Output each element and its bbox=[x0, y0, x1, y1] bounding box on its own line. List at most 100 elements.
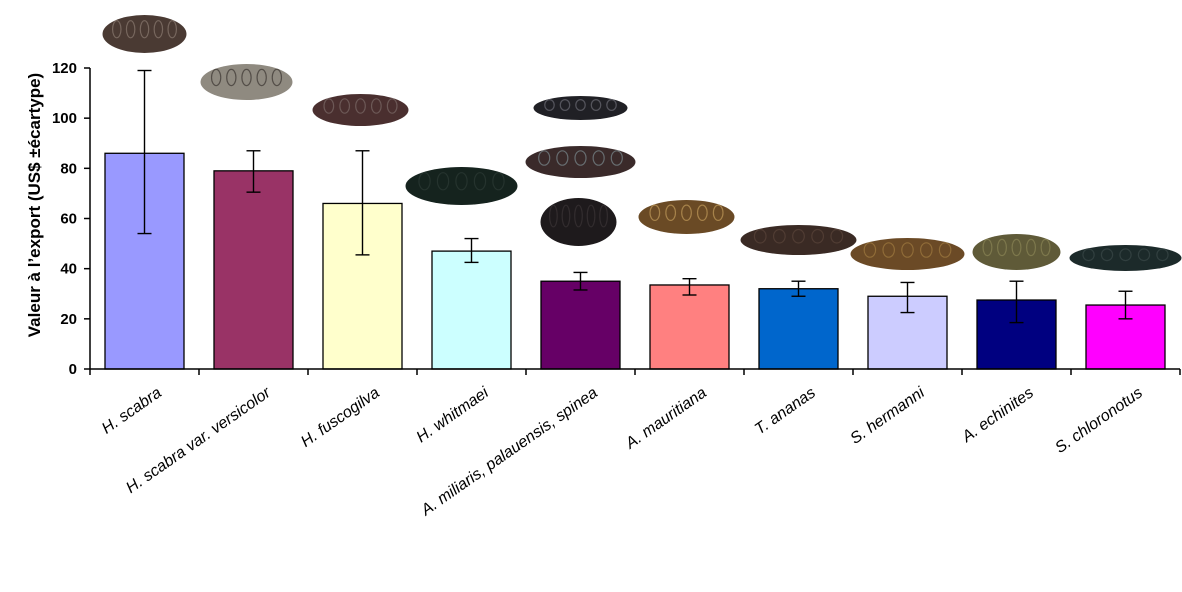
sea-cucumber-texture bbox=[792, 228, 805, 244]
bar bbox=[431, 250, 512, 370]
sea-cucumber-texture bbox=[139, 20, 150, 39]
sea-cucumber-texture bbox=[355, 98, 366, 114]
sea-cucumber-texture bbox=[386, 98, 398, 114]
x-category-label: H. whitmaei bbox=[414, 384, 493, 446]
sea-cucumber-texture bbox=[226, 68, 237, 87]
sea-cucumber-texture bbox=[753, 228, 767, 244]
sea-cucumber-photo bbox=[200, 64, 293, 100]
sea-cucumber-texture bbox=[1137, 248, 1151, 262]
x-category-label: T. ananas bbox=[752, 384, 819, 438]
sea-cucumber-texture bbox=[882, 242, 895, 258]
sea-cucumber-texture bbox=[436, 172, 450, 191]
sea-cucumber-texture bbox=[549, 204, 558, 228]
sea-cucumber-texture bbox=[599, 204, 608, 228]
sea-cucumber-texture bbox=[241, 68, 252, 87]
x-category-label: S. hermanni bbox=[847, 384, 928, 448]
sea-cucumber-texture bbox=[167, 20, 178, 39]
sea-cucumber-photo bbox=[1069, 245, 1182, 271]
sea-cucumber-photo bbox=[525, 146, 636, 178]
sea-cucumber-texture bbox=[649, 204, 661, 222]
sea-cucumber-texture bbox=[544, 98, 555, 111]
sea-cucumber-photo bbox=[850, 238, 965, 270]
x-category-label: S. chloronotus bbox=[1052, 384, 1146, 457]
y-tick-labels: 0 20 40 60 80 100 120 bbox=[52, 60, 77, 378]
sea-cucumber-texture bbox=[592, 150, 605, 166]
sea-cucumber-photo bbox=[740, 225, 857, 255]
bars bbox=[104, 152, 1166, 370]
sea-cucumber-texture bbox=[210, 68, 222, 87]
sea-cucumber-texture bbox=[574, 150, 587, 166]
sea-cucumber-illustrations bbox=[102, 15, 1182, 271]
x-category-label: A. mauritiana bbox=[622, 384, 710, 453]
sea-cucumber-texture bbox=[681, 204, 692, 222]
sea-cucumber-texture bbox=[271, 68, 283, 87]
sea-cucumber-texture bbox=[665, 204, 677, 222]
sea-cucumber-texture bbox=[1026, 238, 1037, 257]
sea-cucumber-texture bbox=[606, 98, 617, 111]
sea-cucumber-photo bbox=[102, 15, 187, 53]
sea-cucumber-texture bbox=[574, 204, 583, 228]
sea-cucumber-texture bbox=[938, 242, 952, 258]
y-tick-label: 80 bbox=[60, 160, 77, 177]
sea-cucumber-texture bbox=[575, 98, 586, 111]
sea-cucumber-photo bbox=[405, 167, 518, 205]
x-category-label: H. scabra bbox=[99, 384, 165, 437]
bar bbox=[649, 284, 730, 370]
error-bars bbox=[137, 69, 1133, 324]
sea-cucumber-texture bbox=[1082, 248, 1095, 262]
sea-cucumber-photo bbox=[540, 198, 617, 246]
sea-cucumber-texture bbox=[901, 242, 914, 258]
y-tick-label: 60 bbox=[60, 211, 77, 228]
y-tick-label: 120 bbox=[52, 60, 77, 77]
sea-cucumber-texture bbox=[559, 98, 571, 111]
sea-cucumber-texture bbox=[1119, 248, 1132, 262]
bar bbox=[540, 280, 621, 370]
sea-cucumber-texture bbox=[996, 238, 1007, 257]
y-tick-label: 20 bbox=[60, 311, 77, 328]
sea-cucumber-texture bbox=[1040, 238, 1051, 257]
sea-cucumber-photo bbox=[312, 94, 409, 126]
sea-cucumber-texture bbox=[256, 68, 267, 87]
sea-cucumber-photo bbox=[638, 200, 735, 234]
sea-cucumber-texture bbox=[772, 228, 786, 244]
x-category-label: H. fuscogilva bbox=[298, 384, 383, 451]
sea-cucumber-texture bbox=[1100, 248, 1114, 262]
axes bbox=[84, 67, 1181, 375]
bar bbox=[213, 170, 294, 370]
sea-cucumber-texture bbox=[712, 204, 724, 222]
x-category-label: A. echinites bbox=[958, 384, 1036, 446]
sea-cucumber-texture bbox=[455, 172, 468, 191]
sea-cucumber-texture bbox=[590, 98, 602, 111]
sea-cucumber-texture bbox=[323, 98, 335, 114]
sea-cucumber-texture bbox=[863, 242, 877, 258]
y-tick-label: 40 bbox=[60, 261, 77, 278]
sea-cucumber-texture bbox=[418, 172, 431, 191]
sea-cucumber-texture bbox=[561, 204, 571, 228]
sea-cucumber-texture bbox=[811, 228, 825, 244]
sea-cucumber-texture bbox=[696, 204, 708, 222]
sea-cucumber-texture bbox=[1156, 248, 1169, 262]
y-tick-label: 0 bbox=[69, 361, 77, 378]
sea-cucumber-texture bbox=[1011, 238, 1022, 257]
sea-cucumber-texture bbox=[153, 20, 164, 39]
sea-cucumber-photo bbox=[972, 234, 1061, 270]
y-axis-title: Valeur à l’export (US$ ±écartype) bbox=[25, 73, 44, 337]
sea-cucumber-texture bbox=[473, 172, 487, 191]
sea-cucumber-texture bbox=[610, 150, 623, 166]
sea-cucumber-texture bbox=[111, 20, 122, 39]
sea-cucumber-texture bbox=[920, 242, 933, 258]
sea-cucumber-texture bbox=[125, 20, 136, 39]
x-category-label: A. miliaris, palauensis, spinea bbox=[418, 384, 601, 519]
sea-cucumber-texture bbox=[370, 98, 382, 114]
sea-cucumber-photo bbox=[533, 96, 628, 120]
y-tick-label: 100 bbox=[52, 110, 77, 127]
bar bbox=[758, 288, 839, 370]
sea-cucumber-texture bbox=[556, 150, 569, 166]
sea-cucumber-texture bbox=[982, 238, 993, 257]
sea-cucumber-texture bbox=[339, 98, 351, 114]
sea-cucumber-texture bbox=[830, 228, 844, 244]
sea-cucumber-texture bbox=[538, 150, 551, 166]
sea-cucumber-texture bbox=[586, 204, 596, 228]
